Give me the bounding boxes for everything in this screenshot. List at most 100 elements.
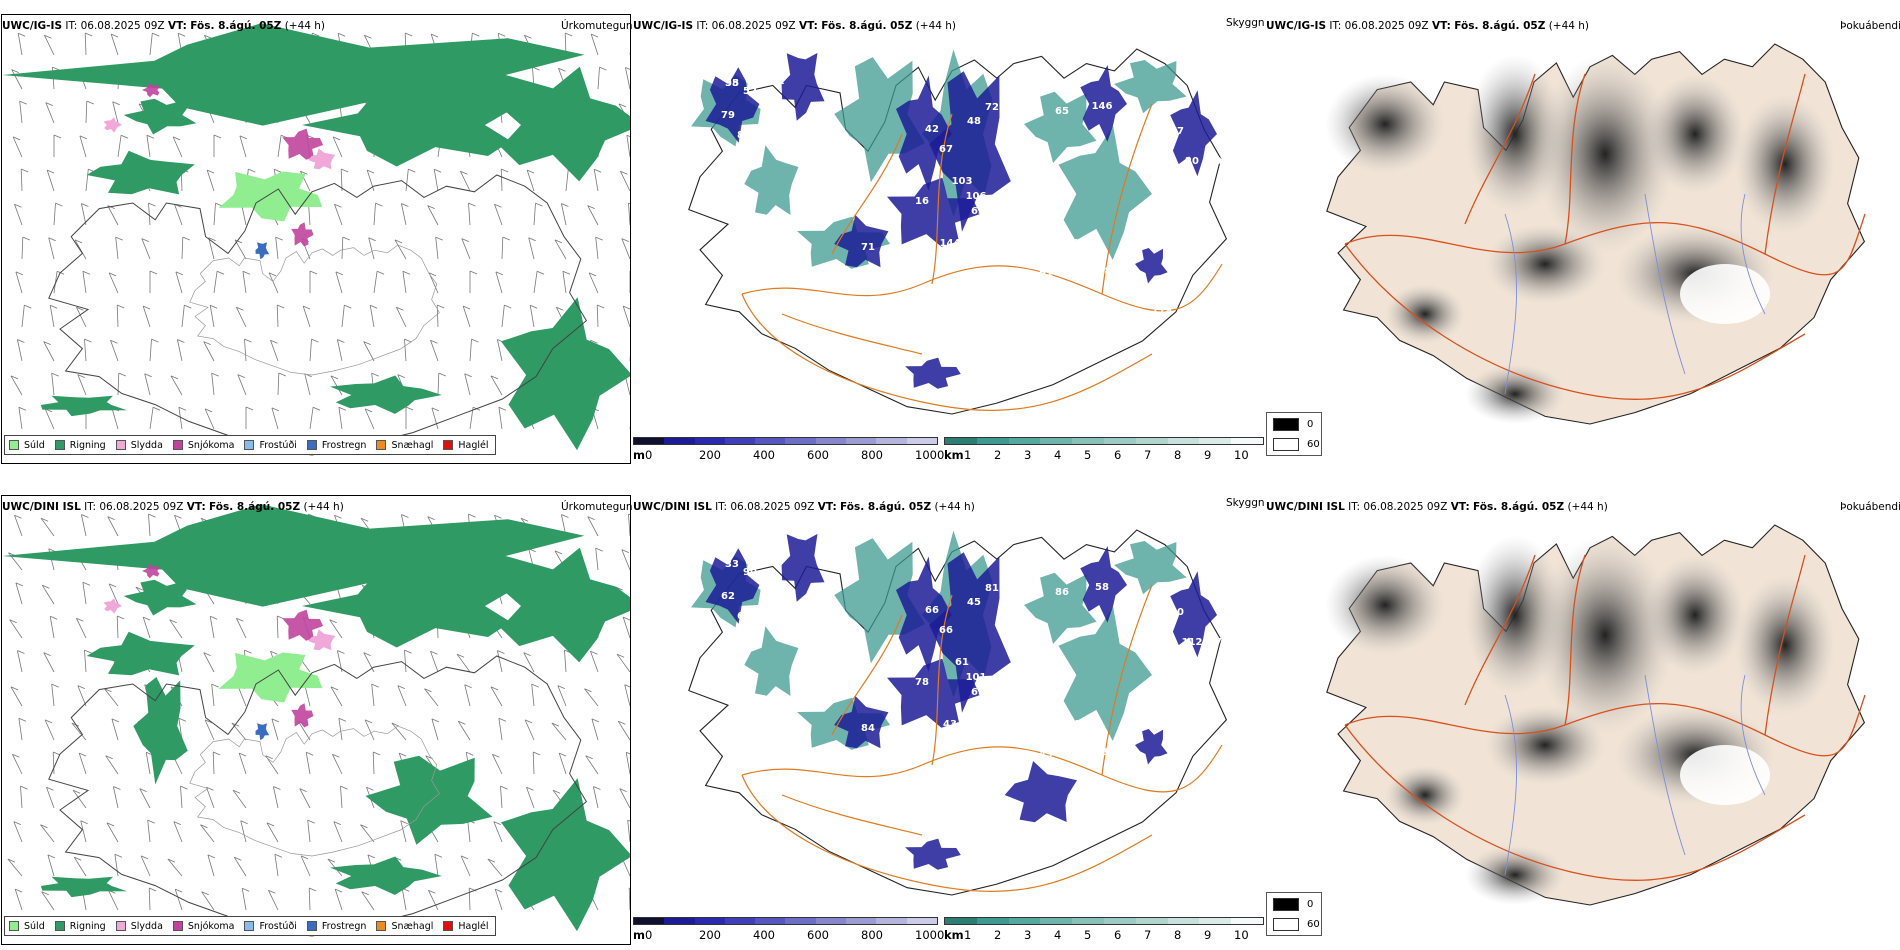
- wind-barb-flag: [551, 722, 560, 727]
- wind-barb-flag: [520, 517, 529, 522]
- legend-label: Slydda: [130, 920, 163, 932]
- wind-barb: [305, 752, 311, 775]
- wind-barb-flag: [19, 100, 27, 105]
- legend-label: Snæhagl: [391, 439, 434, 451]
- wind-barb: [48, 237, 55, 260]
- cloud-base-label: 112: [1182, 637, 1203, 648]
- colorbar-bin: [1231, 918, 1263, 924]
- wind-barb: [20, 786, 23, 809]
- wind-barb: [554, 239, 567, 260]
- wind-barb-flag: [405, 406, 414, 411]
- colorbar-bin: [1199, 918, 1232, 924]
- wind-barb-flag: [528, 237, 536, 242]
- wind-barb: [304, 684, 311, 707]
- wind-barb-flag: [178, 406, 187, 411]
- colorbar-tick-label: 400: [753, 928, 775, 942]
- wind-barb-flag: [597, 304, 605, 309]
- wind-barb-flag: [11, 69, 19, 73]
- wind-barb: [628, 203, 630, 226]
- low-visibility-area: [1024, 572, 1097, 644]
- wind-barb-flag: [494, 203, 502, 208]
- low-cloud-area: [705, 67, 760, 143]
- legend-swatch: [172, 440, 183, 450]
- cloud-base-label: 60: [713, 547, 727, 558]
- wind-barb-flag: [174, 514, 182, 519]
- wind-barb-flag: [149, 887, 157, 892]
- wind-barb: [41, 891, 55, 911]
- wind-barb-flag: [373, 751, 381, 756]
- wind-barb-flag: [268, 272, 277, 277]
- wind-barb-flag: [456, 653, 465, 658]
- wind-barb: [558, 752, 567, 775]
- wind-barb: [181, 236, 184, 260]
- rain-area: [40, 876, 127, 898]
- colorbar-bin: [1040, 438, 1073, 444]
- wind-barb-flag: [237, 374, 245, 378]
- road: [831, 614, 903, 736]
- legend-label: Rigning: [69, 920, 106, 932]
- cloud-base-label: 56: [1145, 622, 1159, 633]
- wind-barb: [43, 652, 55, 673]
- wind-barb-flag: [46, 786, 54, 791]
- vt-value: Fös. 8.ágú. 05Z: [190, 20, 282, 32]
- wind-barb: [335, 271, 343, 294]
- wind-barb: [271, 718, 279, 741]
- fog-map-bottom: [1265, 495, 1899, 945]
- rain-area: [86, 150, 195, 195]
- wind-barb-flag: [502, 236, 510, 241]
- fog-panel-bottom: [1265, 495, 1899, 945]
- wind-barb: [340, 786, 343, 809]
- wind-barb-flag: [492, 753, 500, 758]
- wind-barb-flag: [400, 820, 408, 825]
- glacier-area: [1680, 745, 1770, 805]
- model-name: UWC/DINI ISL: [1266, 501, 1345, 513]
- wind-barb-flag: [591, 33, 599, 38]
- wind-barb-flag: [76, 617, 84, 622]
- wind-barb-flag: [431, 407, 440, 412]
- precip-legend-top: Súld Rigning Slydda Snjókoma Frostúði Frostre…: [4, 435, 496, 455]
- legend-item: Snjókoma: [172, 921, 234, 932]
- colorbar-strip: [944, 437, 1264, 445]
- wind-barb-flag: [397, 374, 405, 378]
- wind-barb: [15, 271, 23, 294]
- wind-barb: [113, 786, 119, 809]
- wind-barb: [213, 203, 216, 226]
- cloud-base-label: 108: [1066, 238, 1087, 249]
- wind-barb-flag: [565, 32, 573, 37]
- wind-barb-flag: [236, 306, 244, 311]
- wind-barb-flag: [234, 239, 243, 244]
- road: [741, 744, 1223, 793]
- cloud-base-label: 70: [1125, 286, 1139, 297]
- wind-barb: [460, 855, 471, 877]
- wind-barb-flag: [629, 271, 630, 272]
- wind-barb-flag: [402, 270, 411, 275]
- river: [1644, 193, 1686, 375]
- road: [1101, 584, 1153, 776]
- colorbar-bin: [945, 918, 977, 924]
- wind-barb-flag: [588, 272, 597, 277]
- cloud-base-label: 47: [1095, 346, 1109, 357]
- cloud-colorbar-bottom: m 0 200 400 600 800 1000: [633, 917, 944, 943]
- wind-barb-flag: [140, 855, 149, 860]
- cloud-base-label: 66: [987, 246, 1001, 257]
- wind-barb-flag: [41, 891, 49, 896]
- wind-barb: [338, 407, 343, 430]
- cloud-base-label: 119: [710, 66, 731, 77]
- wind-barb-flag: [299, 788, 307, 792]
- legend-label: Slydda: [130, 439, 163, 451]
- cloud-base-label: 33: [785, 146, 799, 157]
- wind-barb: [270, 340, 279, 362]
- wind-barb-flag: [437, 304, 445, 309]
- wind-barb: [268, 272, 279, 294]
- wind-barb: [49, 616, 55, 639]
- wind-barb-flag: [141, 238, 149, 242]
- colorbar-bin: [876, 918, 907, 924]
- fog-index-shade: [1485, 224, 1605, 304]
- cloud-base-label: 61: [767, 557, 781, 568]
- colorbar-bin: [755, 438, 786, 444]
- wind-barb-flag: [531, 683, 539, 688]
- fog-header-top: UWC/IG-IS IT: 06.08.2025 09Z VT: Fös. 8.…: [1266, 20, 1589, 32]
- wind-barb-flag: [556, 306, 564, 311]
- fog-legend-label: 60: [1307, 919, 1320, 930]
- cloud-base-label: 187: [1098, 266, 1119, 277]
